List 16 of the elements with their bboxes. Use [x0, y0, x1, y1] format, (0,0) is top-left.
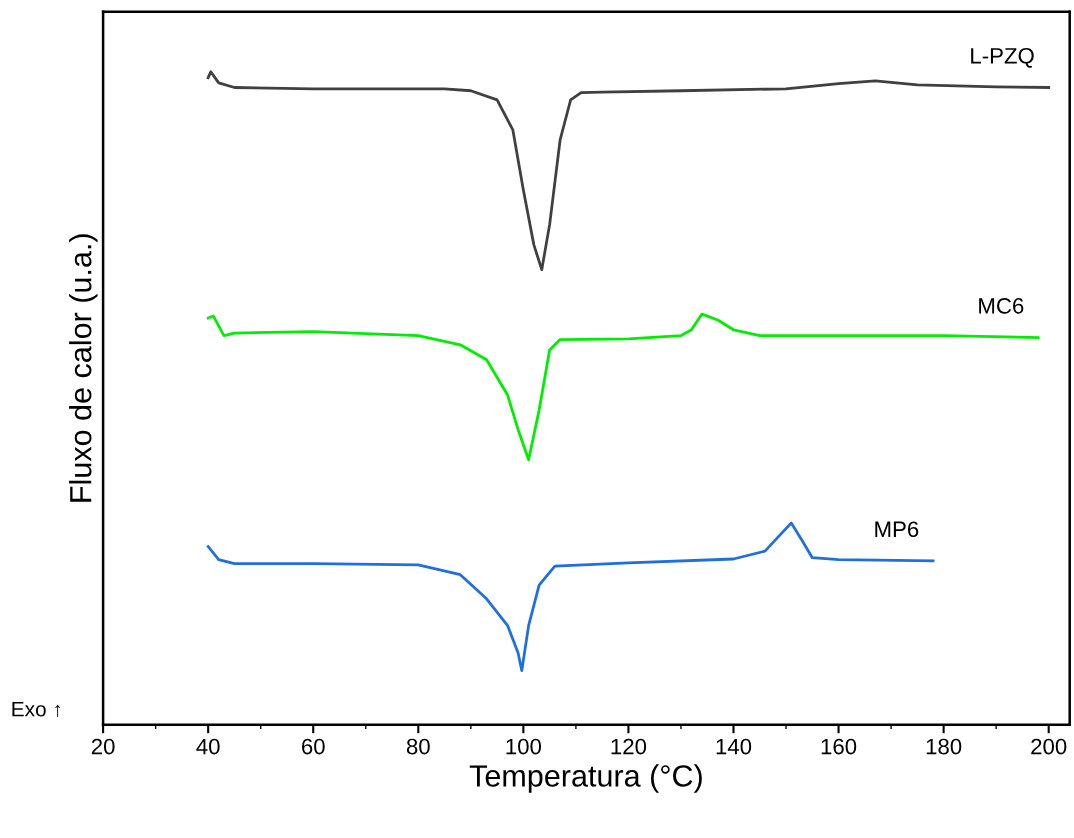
x-tick-label: 80: [406, 738, 430, 755]
x-tick-label: 20: [91, 738, 115, 755]
x-tick-label: 160: [821, 738, 857, 755]
x-tick-label: 60: [302, 738, 325, 755]
series-label: L-PZQ: [971, 47, 1034, 68]
x-tick-label: 100: [506, 738, 542, 755]
series-label: MC6: [979, 298, 1024, 314]
series-label: MP6: [875, 521, 919, 538]
text: Exo ↑: [12, 702, 61, 717]
x-tick-label: 180: [926, 738, 962, 755]
x-tick-label: 200: [1031, 738, 1067, 755]
x-axis-title: Temperatura (°C): [469, 764, 702, 793]
x-tick-label: 140: [716, 738, 752, 755]
y-axis-title: Fluxo de calor (u.a.): [69, 234, 98, 502]
x-tick-label: 40: [196, 738, 220, 755]
x-tick-label: 120: [611, 738, 647, 755]
